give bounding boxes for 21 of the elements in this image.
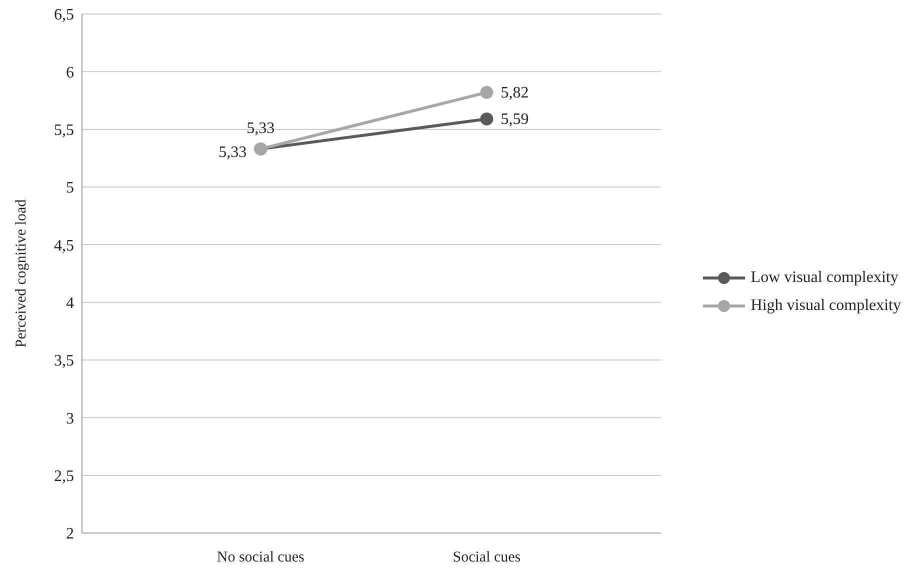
y-tick-label: 3: [66, 410, 74, 428]
legend-label: Low visual complexity: [750, 268, 898, 286]
x-tick-label: Social cues: [452, 550, 521, 566]
y-tick-label: 6,5: [54, 6, 74, 24]
point: [480, 86, 494, 99]
y-tick-label: 2: [66, 526, 74, 543]
y-tick-label: 5,5: [54, 122, 74, 140]
x-tick-label: No social cues: [216, 550, 305, 566]
data-label: 5,59: [500, 110, 529, 128]
y-tick-label: 5: [66, 180, 74, 197]
data-label: 5,33: [246, 120, 275, 137]
data-label: 5,33: [218, 144, 247, 161]
y-tick-label: 3,5: [54, 352, 74, 370]
y-tick-label: 4: [66, 295, 74, 312]
legend-label: High visual complexity: [750, 296, 901, 314]
data-label: 5,82: [500, 84, 529, 102]
y-axis-title: Perceived cognitive load: [13, 198, 30, 348]
point: [480, 112, 494, 126]
y-tick-label: 4,5: [54, 237, 74, 254]
y-tick-label: 6: [66, 64, 74, 82]
y-tick-label: 2,5: [54, 468, 74, 486]
